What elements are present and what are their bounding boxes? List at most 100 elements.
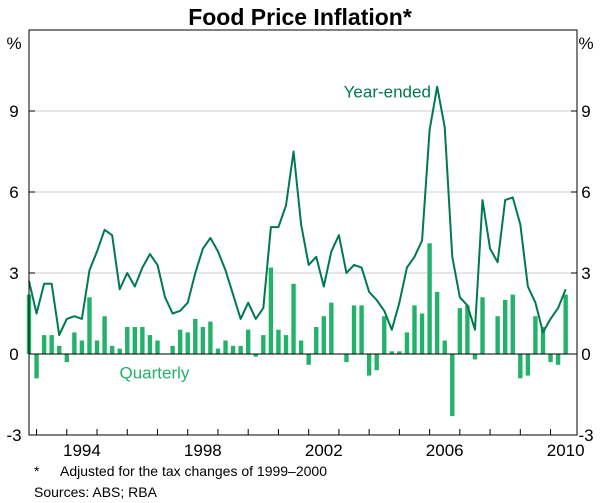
quarterly-bar: [472, 354, 478, 360]
quarterly-bar: [366, 354, 372, 376]
quarterly-bar: [125, 327, 130, 354]
quarterly-bar: [555, 354, 561, 365]
quarterly-bar: [344, 354, 349, 363]
quarterly-bar: [215, 348, 221, 354]
right-tick-label: 9: [581, 102, 590, 121]
quarterly-bar: [419, 313, 425, 354]
quarterly-bar: [298, 340, 304, 354]
x-tick-label: 2006: [426, 441, 464, 460]
quarterly-bar: [351, 305, 357, 354]
quarterly-bar: [109, 345, 115, 354]
year-ended-line: [28, 85, 567, 337]
quarterly-bar: [49, 335, 54, 354]
quarterly-bar: [548, 354, 553, 363]
quarterly-bar: [518, 354, 523, 379]
sources-text: Sources: ABS; RBA: [34, 484, 158, 500]
frame-border: [28, 29, 578, 436]
right-axis-ticks: -3 0 3 6 9: [571, 102, 594, 445]
quarterly-bar: [525, 354, 531, 376]
quarterly-bar: [412, 305, 417, 354]
quarterly-bar: [34, 354, 39, 379]
quarterly-bar: [450, 354, 455, 417]
quarterly-bar: [480, 297, 485, 354]
quarterly-bar: [434, 291, 440, 354]
quarterly-bar: [57, 345, 62, 354]
quarterly-bar: [442, 340, 447, 354]
quarterly-bar: [200, 327, 206, 354]
quarterly-bar: [329, 302, 334, 354]
plot-frame: [28, 29, 578, 436]
left-tick-label: 0: [9, 345, 18, 364]
quarterly-bar: [94, 340, 100, 354]
quarterly-bar: [185, 332, 190, 354]
quarterly-bar: [291, 283, 296, 354]
quarterly-bar: [132, 327, 138, 354]
quarterly-bar: [457, 308, 463, 354]
quarterly-bar: [147, 335, 153, 354]
footnote-marker: *: [34, 463, 40, 479]
gridlines: [29, 110, 577, 436]
quarterly-bars: [26, 243, 568, 417]
left-axis-unit: %: [6, 34, 21, 53]
quarterly-bar: [427, 243, 432, 354]
series-annotations: Year-ended Quarterly: [120, 83, 431, 383]
quarterly-bar: [382, 316, 387, 354]
quarterly-bar: [223, 340, 228, 354]
x-tick-label: 1998: [184, 441, 222, 460]
quarterly-bar: [503, 300, 508, 354]
right-axis-unit: %: [578, 34, 593, 53]
footnote-text: Adjusted for the tax changes of 1999–200…: [60, 463, 327, 479]
quarterly-bar: [261, 335, 266, 354]
quarterly-bar: [238, 345, 243, 354]
quarterly-bar: [306, 354, 311, 365]
quarterly-bar: [87, 297, 92, 354]
x-axis-ticks: 1994 1998 2002 2006 2010: [36, 429, 585, 460]
right-tick-label: 0: [581, 345, 590, 364]
quarterly-bar: [321, 316, 326, 354]
left-tick-label: 9: [9, 102, 18, 121]
right-tick-label: -3: [578, 426, 593, 445]
quarterly-bar: [64, 354, 69, 363]
quarterly-bar: [177, 329, 183, 354]
quarterly-bar: [563, 294, 568, 354]
year-ended-label: Year-ended: [344, 83, 431, 102]
right-tick-label: 6: [581, 183, 590, 202]
quarterly-bar: [397, 351, 402, 354]
quarterly-bar: [314, 327, 319, 354]
x-tick-label: 2010: [547, 441, 585, 460]
quarterly-bar: [117, 348, 122, 354]
quarterly-bar: [140, 327, 145, 354]
quarterly-bar: [389, 351, 395, 354]
quarterly-bar: [359, 305, 364, 354]
quarterly-bar: [510, 294, 515, 354]
quarterly-bar: [208, 321, 213, 354]
quarterly-bar: [374, 354, 379, 371]
quarterly-bar: [276, 329, 281, 354]
quarterly-bar: [41, 335, 47, 354]
left-tick-label: 3: [9, 264, 18, 283]
quarterly-bar: [283, 335, 289, 354]
x-tick-label: 2002: [305, 441, 343, 460]
right-tick-label: 3: [581, 264, 590, 283]
left-tick-label: -3: [6, 426, 21, 445]
quarterly-bar: [540, 327, 546, 354]
quarterly-bar: [268, 267, 274, 354]
left-axis-ticks: -3 0 3 6 9: [6, 102, 35, 445]
quarterly-bar: [193, 318, 198, 354]
quarterly-bar: [79, 340, 85, 354]
quarterly-bar: [495, 316, 500, 354]
quarterly-bar: [404, 332, 410, 354]
quarterly-bar: [253, 354, 258, 357]
quarterly-bar: [155, 340, 160, 354]
quarterly-bar: [102, 316, 107, 354]
quarterly-bar: [72, 332, 77, 354]
quarterly-bar: [465, 305, 470, 354]
quarterly-bar: [170, 345, 175, 354]
quarterly-bar: [533, 316, 538, 354]
quarterly-bar: [230, 345, 236, 354]
quarterly-bar: [246, 329, 251, 354]
left-tick-label: 6: [9, 183, 18, 202]
quarterly-label: Quarterly: [120, 363, 190, 382]
x-tick-label: 1994: [63, 441, 101, 460]
